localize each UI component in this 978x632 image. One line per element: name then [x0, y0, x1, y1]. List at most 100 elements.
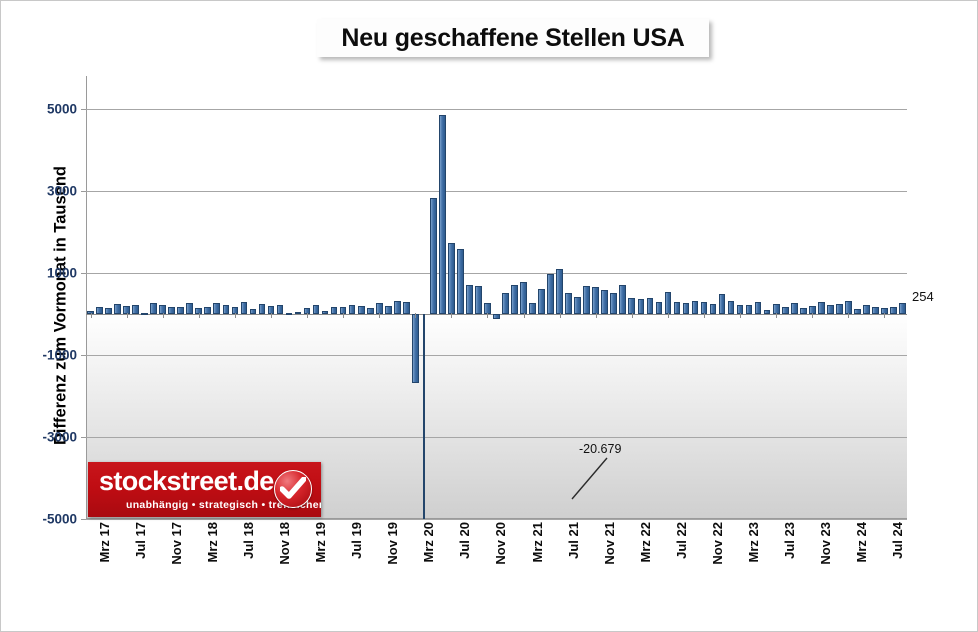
gridline: [86, 272, 907, 274]
bar: [258, 304, 266, 314]
bar: [601, 289, 609, 314]
bar: [817, 302, 825, 314]
x-tick-mark: [884, 313, 886, 318]
bar: [799, 307, 807, 314]
x-tick-label: Jul 17: [132, 522, 148, 559]
bar: [826, 304, 834, 314]
bar: [547, 274, 554, 314]
bar: [114, 304, 121, 314]
x-tick-mark: [90, 313, 92, 318]
bar: [312, 305, 320, 314]
bar: [619, 284, 627, 314]
bar: [186, 302, 194, 314]
bar: [457, 248, 464, 314]
y-tick-label: 5000: [46, 101, 77, 117]
bar: [195, 307, 203, 314]
bar: [727, 300, 735, 314]
bar: [466, 284, 473, 314]
bar: [132, 304, 139, 314]
x-tick-mark: [631, 313, 633, 318]
bar: [348, 304, 356, 314]
plot-area: [81, 76, 907, 520]
y-tick-mark: [81, 108, 86, 110]
bar: [303, 307, 311, 314]
x-tick-label: Jul 20: [457, 522, 473, 559]
x-tick-mark: [307, 313, 309, 318]
bar: [574, 296, 582, 314]
stockstreet-logo[interactable]: stockstreet.de unabhängig • strategisch …: [88, 462, 321, 517]
x-axis-line: [86, 518, 907, 519]
bar: [673, 301, 681, 314]
bar: [249, 309, 257, 314]
x-tick-label: Mrz 23: [746, 522, 762, 563]
y-axis-title: Differenz zum Vormonat in Tausend: [51, 166, 70, 445]
page-title: Neu geschaffene Stellen USA: [317, 19, 709, 57]
bar: [439, 115, 446, 314]
x-tick-mark: [126, 313, 128, 318]
bar: [863, 305, 870, 314]
x-tick-label: Nov 21: [601, 522, 617, 565]
y-tick-mark: [81, 436, 86, 438]
bar: [204, 306, 212, 314]
bar: [646, 298, 654, 314]
logo-wordmark: stockstreet.de: [99, 466, 274, 496]
x-axis-labels: Mrz 17 Jul 17 Nov 17 Mrz 18 Jul 18 Nov 18 Mrz …: [86, 522, 907, 592]
bar: [664, 291, 672, 314]
y-tick-label: 1000: [46, 265, 77, 281]
bar-series: [86, 76, 907, 519]
bar: [772, 304, 780, 314]
gridline: [86, 108, 907, 110]
bar: [881, 308, 888, 314]
x-tick-mark: [415, 313, 417, 318]
bar: [448, 243, 455, 314]
gridline: [86, 436, 907, 438]
x-tick-mark: [451, 313, 453, 318]
x-tick-label: Jul 22: [673, 522, 689, 559]
x-tick-mark: [740, 313, 742, 318]
x-tick-mark: [270, 313, 272, 318]
x-tick-label: Mrz 20: [421, 522, 437, 563]
bar: [105, 307, 112, 314]
x-tick-label: Nov 18: [276, 522, 292, 565]
bar: [583, 286, 591, 314]
bar: [168, 306, 176, 314]
bar: [222, 305, 230, 314]
x-tick-label: Nov 22: [710, 522, 725, 565]
y-tick-label: 3000: [46, 183, 77, 199]
bar: [655, 301, 663, 314]
x-tick-mark: [379, 313, 381, 318]
bar: [808, 306, 816, 314]
x-tick-label: Jul 23: [782, 522, 798, 559]
gridline: [86, 190, 907, 192]
bar: [123, 306, 130, 314]
x-tick-label: Nov 20: [493, 522, 509, 565]
bar: [240, 302, 248, 314]
bar: [835, 304, 843, 314]
bar: [366, 307, 374, 314]
bar: [141, 313, 148, 316]
x-tick-label: Jul 19: [349, 522, 365, 559]
x-tick-mark: [667, 313, 669, 318]
bar: [700, 302, 708, 314]
bar: [493, 313, 500, 319]
y-tick-mark: [81, 519, 86, 520]
bar: [294, 311, 302, 314]
logo-tagline: unabhängig • strategisch • treffsicher: [126, 499, 321, 511]
x-tick-label: Jul 24: [890, 522, 906, 559]
bar: [484, 303, 491, 314]
x-tick-label: Mrz 18: [204, 522, 220, 563]
y-tick-mark: [81, 190, 86, 192]
bar: [520, 281, 527, 314]
x-tick-label: Nov 23: [818, 522, 834, 565]
x-tick-label: Mrz 22: [637, 522, 653, 563]
bar: [628, 297, 636, 314]
bar: [339, 307, 347, 314]
x-tick-mark: [523, 313, 525, 318]
bar: [538, 288, 545, 314]
y-tick-label: -5000: [42, 511, 77, 527]
bar: [411, 313, 419, 383]
bar: [709, 304, 717, 314]
x-tick-mark: [848, 313, 850, 318]
bar: [565, 292, 572, 314]
